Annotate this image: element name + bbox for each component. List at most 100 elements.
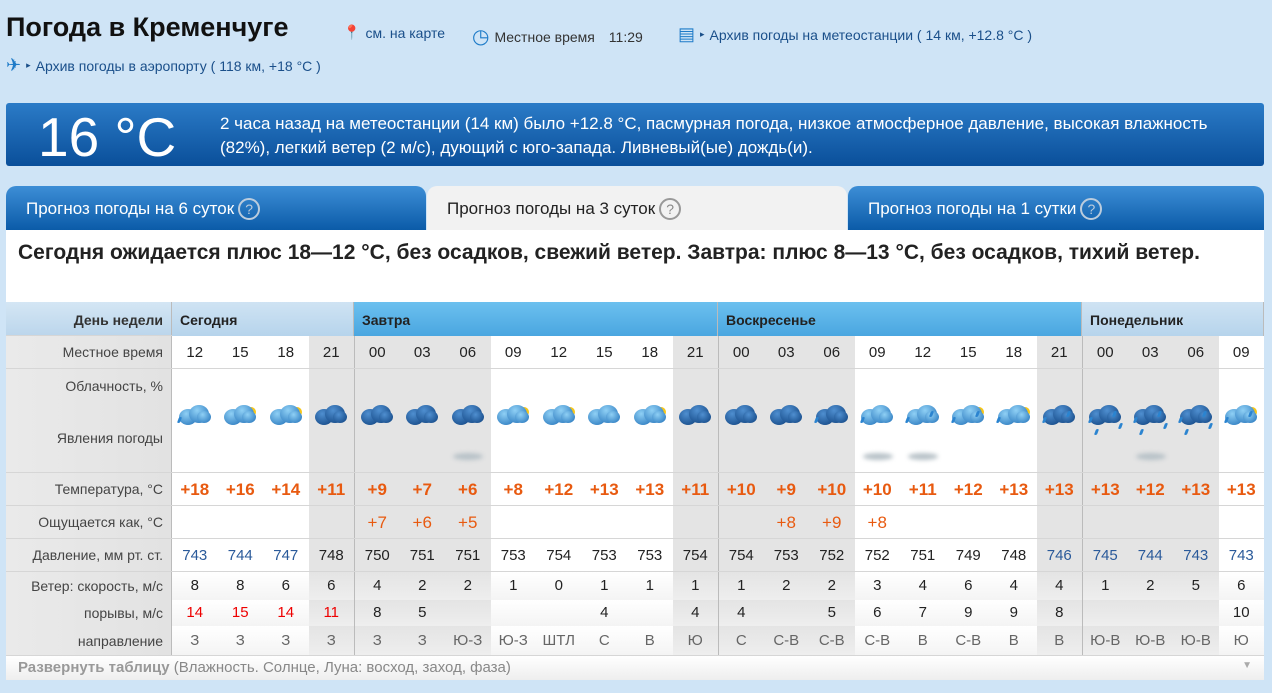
feels-cell (672, 506, 718, 538)
cloudy-night-icon (723, 401, 759, 425)
current-weather-banner: 16 °C 2 часа назад на метеостанции (14 к… (6, 103, 1264, 168)
partly-cloudy-icon (495, 401, 531, 425)
time-cell: 12 (914, 344, 932, 361)
temp-cell: +13 (1036, 473, 1082, 505)
temp-cell: +11 (672, 473, 718, 505)
page-title: Погода в Кременчуге (6, 12, 289, 42)
temp-row: Температура, °C +18 +16 +14 +11 +9 +7 +6 +8 +12 +1… (6, 473, 1264, 506)
wind-cell: 8 (172, 572, 218, 600)
map-link-label: см. на карте (365, 24, 445, 41)
station-archive-link[interactable]: ▤ ▸ Архив погоды на метеостанции ( 14 км, … (678, 24, 1032, 45)
wind-cell: 2 (1127, 572, 1173, 600)
gust-cell: 7 (900, 600, 946, 626)
phen-cell (1219, 369, 1265, 472)
phen-cell (1127, 369, 1173, 472)
rain-drop-icon (1138, 429, 1144, 435)
fog-icon (862, 453, 893, 460)
temp-cell: +13 (1082, 473, 1128, 505)
gust-cell (536, 600, 582, 626)
wind-cell: 4 (991, 572, 1037, 600)
dir-cell: Ю-З (445, 626, 491, 655)
feels-cell: +7 (354, 506, 400, 538)
gust-cell (445, 600, 491, 626)
phen-cell (445, 369, 491, 472)
temp-cell: +9 (354, 473, 400, 505)
press-cell: 754 (718, 539, 764, 571)
time-cell: 18 (641, 344, 659, 361)
phen-cell (536, 369, 582, 472)
gust-cell: 8 (354, 600, 400, 626)
phen-cell (763, 369, 809, 472)
tab-3-days[interactable]: Прогноз погоды на 3 суток? (427, 186, 847, 232)
feels-cell (491, 506, 537, 538)
cloudy-night-icon (677, 401, 713, 425)
temp-cell: +11 (308, 473, 354, 505)
press-cell: 752 (864, 547, 890, 564)
tab-6-days[interactable]: Прогноз погоды на 6 суток? (6, 186, 426, 230)
press-cell: 749 (955, 547, 981, 564)
wind-cell: 1 (627, 572, 673, 600)
temp-cell: +8 (503, 480, 523, 499)
feels-cell (718, 506, 764, 538)
feels-cell: +8 (867, 513, 887, 532)
gust-cell: 11 (308, 600, 354, 626)
tab-1-day[interactable]: Прогноз погоды на 1 сутки? (848, 186, 1264, 230)
overcast-icon (859, 401, 895, 425)
phen-cell (946, 369, 992, 472)
time-cell: 12 (186, 344, 204, 361)
tab-label: Прогноз погоды на 6 суток (26, 199, 235, 218)
feels-cell (900, 506, 946, 538)
phen-cell (582, 369, 628, 472)
dir-cell: С-В (763, 626, 809, 655)
phen-cell (900, 369, 946, 472)
overcast-icon (177, 401, 213, 425)
row-label: направление (6, 626, 172, 655)
row-label: порывы, м/с (6, 600, 172, 626)
row-label: День недели (6, 302, 172, 335)
expand-table-link[interactable]: Развернуть таблицу (Влажность. Солнце, Л… (6, 656, 1264, 680)
press-cell: 754 (546, 547, 572, 564)
dir-cell: З (217, 626, 263, 655)
phen-cell (809, 369, 855, 472)
temp-cell: +13 (999, 480, 1029, 499)
gust-cell (763, 600, 809, 626)
press-cell: 748 (308, 539, 354, 571)
temp-cell: +6 (445, 473, 491, 505)
partly-cloudy-icon (996, 401, 1032, 425)
day-header: Понедельник (1082, 302, 1264, 336)
phen-cell (399, 369, 445, 472)
temp-cell: +10 (718, 473, 764, 505)
day-header: Сегодня (172, 302, 354, 336)
airport-archive-link[interactable]: ✈ ▸ Архив погоды в аэропорту ( 118 км, +18… (6, 55, 321, 76)
press-cell: 743 (182, 547, 208, 564)
press-cell: 751 (399, 539, 445, 571)
caret-icon: ▸ (700, 29, 705, 39)
press-cell: 751 (910, 547, 936, 564)
cloudy-night-icon (359, 401, 395, 425)
dir-cell: З (399, 626, 445, 655)
dir-cell: В (900, 626, 946, 655)
wind-cell: 6 (945, 572, 991, 600)
press-cell: 753 (763, 539, 809, 571)
row-label: Ветер: скорость, м/с (6, 572, 172, 600)
row-label: Местное время (6, 336, 172, 368)
feels-cell (1173, 506, 1219, 538)
row-label: Явления погоды (56, 430, 163, 446)
map-link[interactable]: 📍 см. на карте (343, 24, 445, 41)
feels-cell (308, 506, 354, 538)
press-row: Давление, мм рт. ст. 743 744 747 748 750 751 75… (6, 539, 1264, 572)
press-cell: 752 (809, 539, 855, 571)
feels-cell: +8 (763, 506, 809, 538)
help-icon[interactable]: ? (238, 198, 261, 220)
press-cell: 753 (591, 547, 617, 564)
feels-cell (1082, 506, 1128, 538)
dir-cell: С-В (809, 626, 855, 655)
help-icon[interactable]: ? (659, 198, 682, 220)
wind-cell: 1 (672, 572, 718, 600)
temp-cell: +7 (399, 473, 445, 505)
cloudy-night-moon-icon (450, 401, 486, 425)
phen-cell (1036, 369, 1082, 472)
time-cell: 21 (1036, 336, 1082, 368)
press-cell: 746 (1036, 539, 1082, 571)
help-icon[interactable]: ? (1080, 198, 1103, 220)
